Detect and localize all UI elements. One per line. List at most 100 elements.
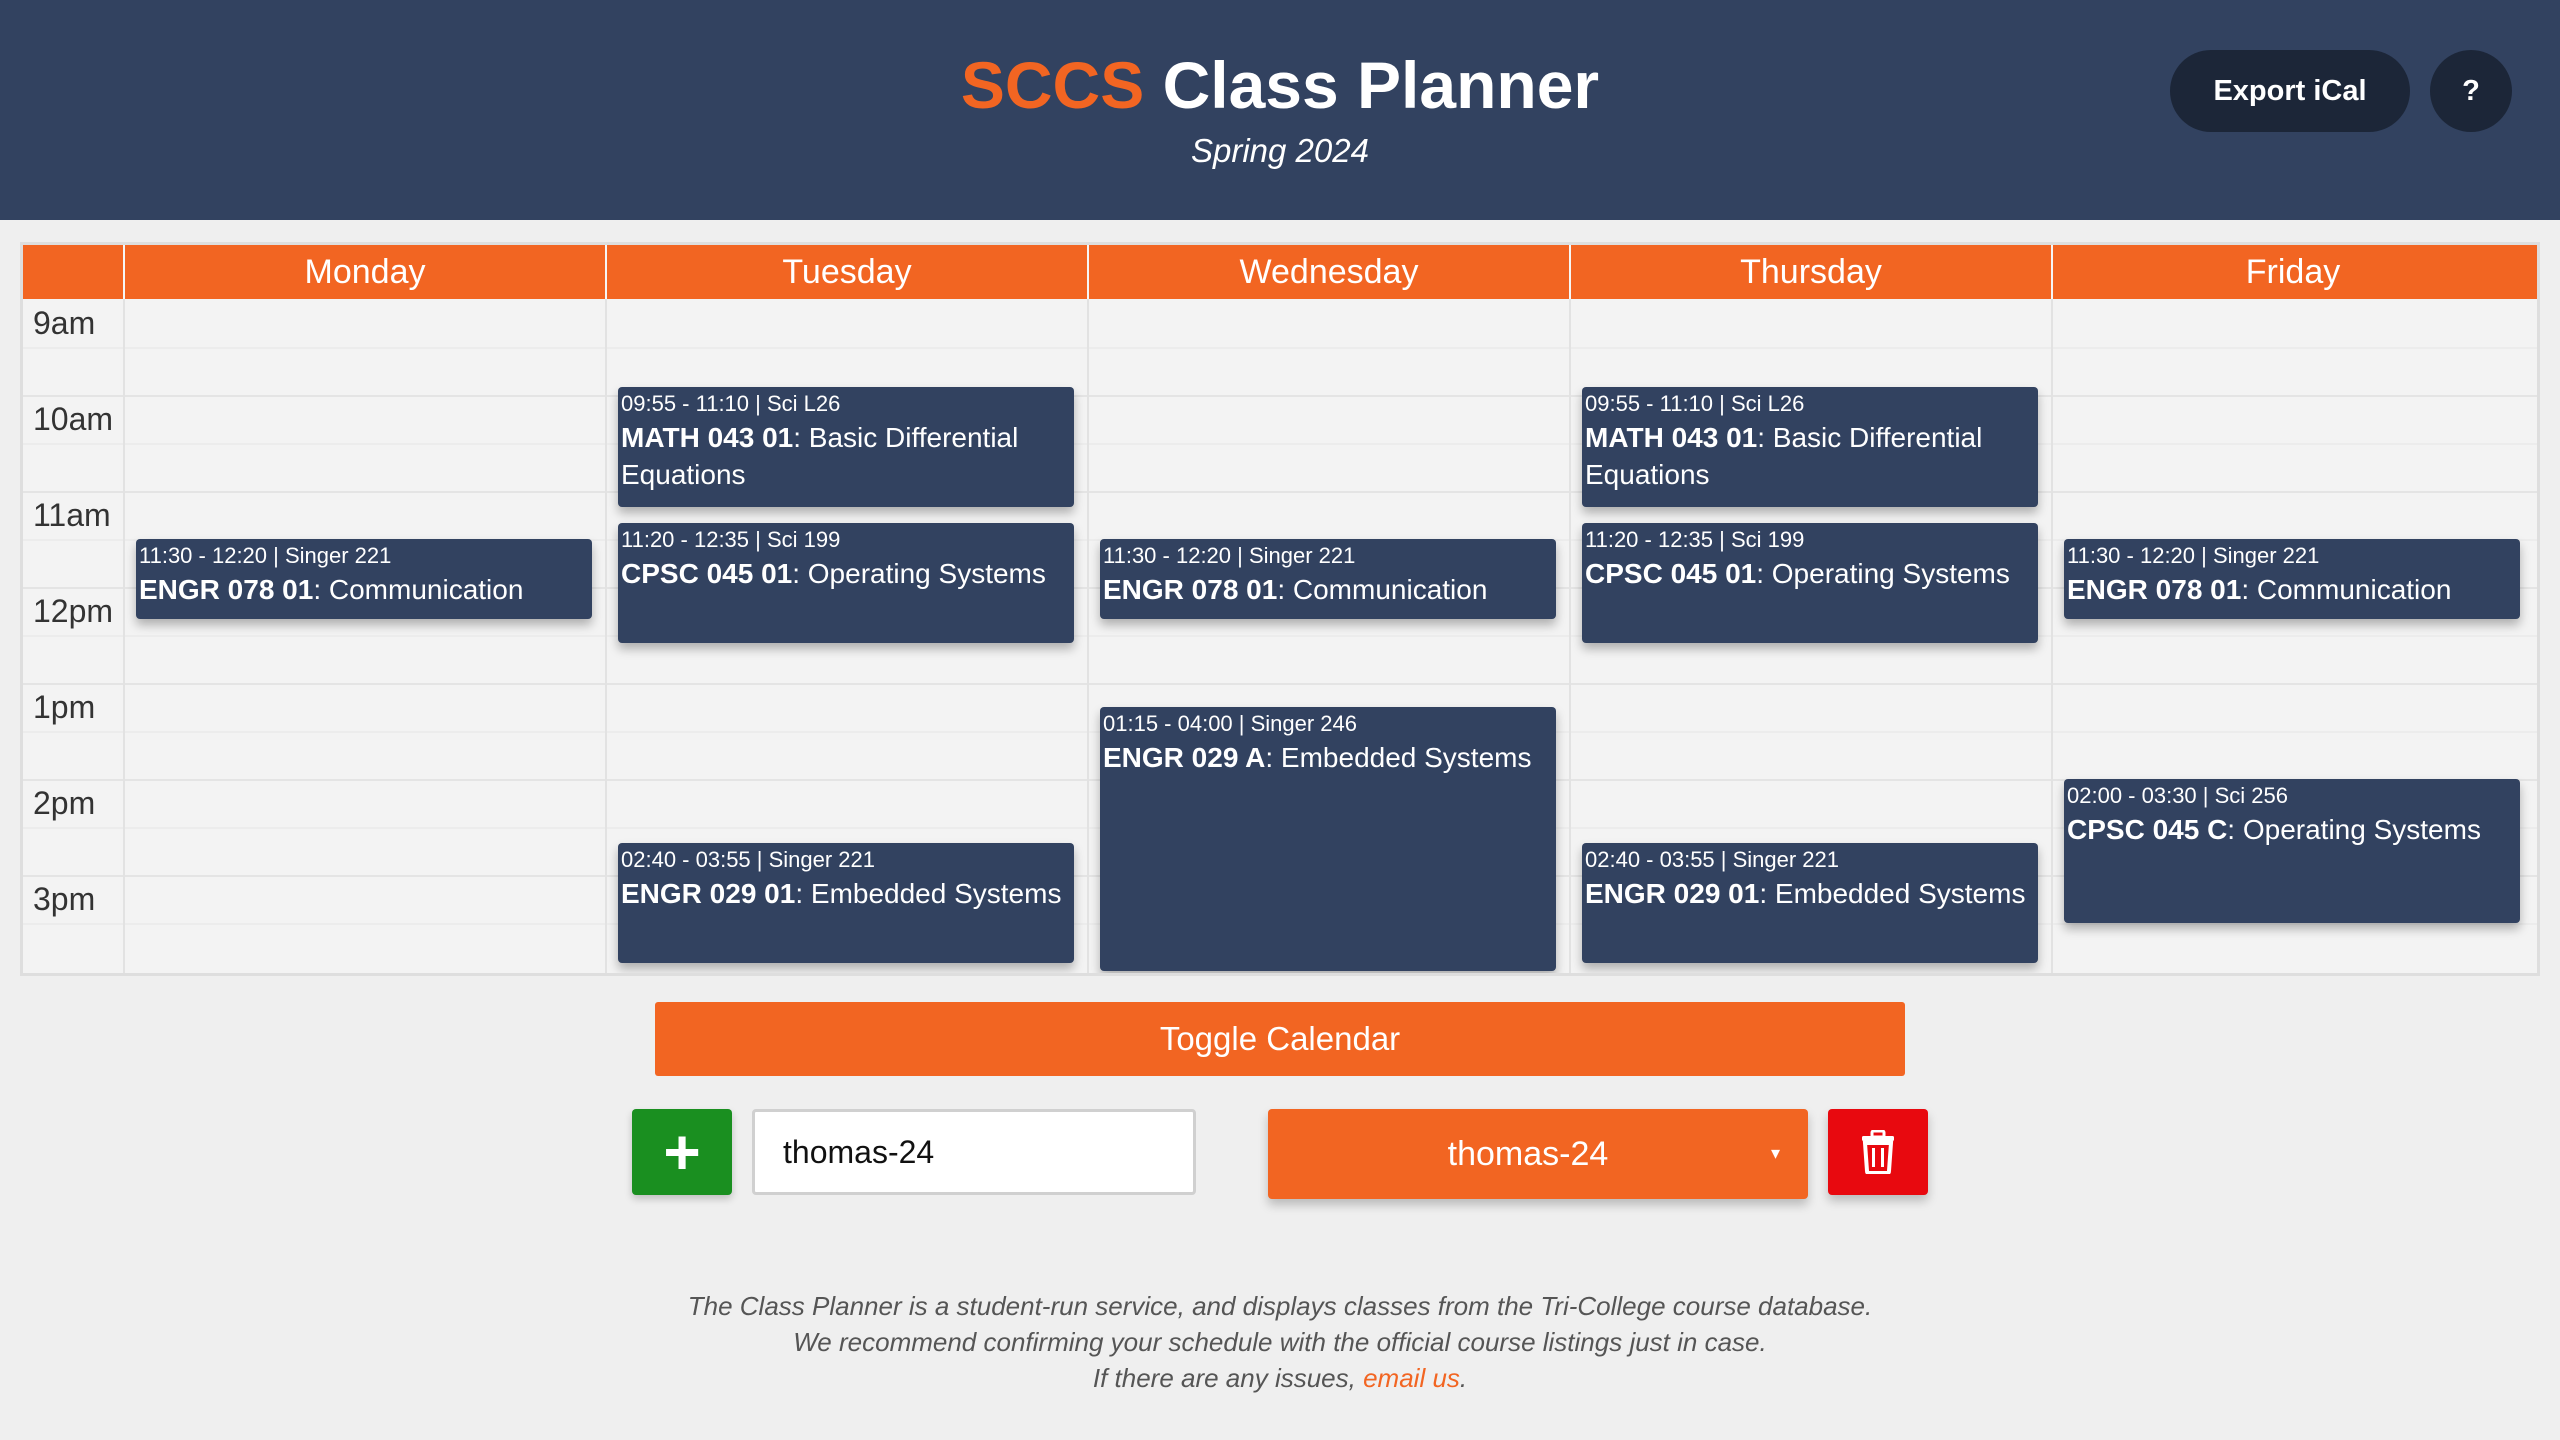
brand-name: SCCS xyxy=(960,48,1145,122)
event-course-name: : Embedded Systems xyxy=(795,878,1062,909)
event-course-name: : Operating Systems xyxy=(2227,814,2481,845)
event-time-location: 11:30 - 12:20 | Singer 221 xyxy=(1103,543,1356,568)
export-ical-button[interactable]: Export iCal xyxy=(2170,50,2410,132)
course-event[interactable]: 02:40 - 03:55 | Singer 221 ENGR 029 01: E… xyxy=(618,843,1074,963)
day-header-friday: Friday xyxy=(2051,245,2533,299)
event-title: ENGR 029 01: Embedded Systems xyxy=(621,875,1071,912)
event-course-code: CPSC 045 01 xyxy=(1585,558,1757,589)
event-course-name: : Communication xyxy=(1277,574,1488,605)
event-course-name: : Embedded Systems xyxy=(1759,878,2026,909)
trash-icon xyxy=(1862,1130,1894,1174)
event-course-code: ENGR 029 01 xyxy=(1585,878,1760,909)
app-header: SCCS Class Planner Spring 2024 Export iC… xyxy=(0,0,2560,220)
course-event[interactable]: 11:20 - 12:35 | Sci 199 CPSC 045 01: Oper… xyxy=(1582,523,2038,643)
time-label: 3pm xyxy=(33,881,96,917)
day-header-tuesday: Tuesday xyxy=(605,245,1087,299)
event-time-location: 11:30 - 12:20 | Singer 221 xyxy=(2067,543,2320,568)
event-course-code: ENGR 078 01 xyxy=(139,574,314,605)
event-course-name: : Operating Systems xyxy=(1756,558,2010,589)
event-title: MATH 043 01: Basic Differential Equation… xyxy=(1585,419,2035,493)
half-hour-gridline xyxy=(23,347,2537,349)
selected-schedule-label: thomas-24 xyxy=(1447,1134,1609,1173)
course-event[interactable]: 11:30 - 12:20 | Singer 221 ENGR 078 01: C… xyxy=(2064,539,2520,619)
event-time-location: 02:40 - 03:55 | Singer 221 xyxy=(621,847,876,872)
event-course-name: : Basic Differential Equations xyxy=(1585,422,1983,490)
course-event[interactable]: 02:00 - 03:30 | Sci 256 CPSC 045 C: Opera… xyxy=(2064,779,2520,923)
time-label: 10am xyxy=(33,401,114,437)
event-time-location: 11:30 - 12:20 | Singer 221 xyxy=(139,543,392,568)
event-course-name: : Embedded Systems xyxy=(1265,742,1532,773)
time-label: 12pm xyxy=(33,593,114,629)
day-column-divider xyxy=(1569,299,1571,973)
delete-schedule-button[interactable] xyxy=(1828,1109,1928,1195)
course-event[interactable]: 11:30 - 12:20 | Singer 221 ENGR 078 01: C… xyxy=(136,539,592,619)
hour-gridline xyxy=(23,491,2537,493)
app-title: Class Planner xyxy=(1162,48,1600,122)
toggle-calendar-button[interactable]: Toggle Calendar xyxy=(655,1002,1905,1076)
event-course-code: CPSC 045 01 xyxy=(621,558,793,589)
event-course-code: ENGR 078 01 xyxy=(1103,574,1278,605)
footer-line-3-prefix: If there are any issues, xyxy=(1092,1363,1364,1393)
course-event[interactable]: 02:40 - 03:55 | Singer 221 ENGR 029 01: E… xyxy=(1582,843,2038,963)
course-event[interactable]: 11:30 - 12:20 | Singer 221 ENGR 078 01: C… xyxy=(1100,539,1556,619)
email-us-link[interactable]: email us xyxy=(1363,1363,1460,1393)
help-button[interactable]: ? xyxy=(2430,50,2512,132)
event-course-code: ENGR 078 01 xyxy=(2067,574,2242,605)
page-title: SCCS Class Planner xyxy=(0,45,2560,125)
weekly-calendar: 9am 10am 11am 12pm 1pm 2pm 3pm Monday Tuesday Wed… xyxy=(20,242,2540,976)
day-column-divider xyxy=(1087,299,1089,973)
hour-gridline xyxy=(23,395,2537,397)
footer-line-3-suffix: . xyxy=(1459,1363,1468,1393)
footer-line-2: We recommend confirming your schedule wi… xyxy=(793,1327,1767,1357)
event-time-location: 02:00 - 03:30 | Sci 256 xyxy=(2067,783,2288,808)
event-course-name: : Communication xyxy=(2241,574,2452,605)
event-time-location: 01:15 - 04:00 | Singer 246 xyxy=(1103,711,1358,736)
time-label: 11am xyxy=(33,497,111,533)
event-title: CPSC 045 01: Operating Systems xyxy=(621,555,1071,592)
event-title: ENGR 078 01: Communication xyxy=(1103,571,1553,608)
time-label: 9am xyxy=(33,305,96,341)
time-label: 1pm xyxy=(33,689,96,725)
half-hour-gridline xyxy=(23,443,2537,445)
event-time-location: 02:40 - 03:55 | Singer 221 xyxy=(1585,847,1840,872)
event-course-code: CPSC 045 C xyxy=(2067,814,2228,845)
event-time-location: 11:20 - 12:35 | Sci 199 xyxy=(1585,527,1805,552)
event-course-name: : Operating Systems xyxy=(792,558,1046,589)
time-label: 2pm xyxy=(33,785,96,821)
event-course-code: MATH 043 01 xyxy=(1585,422,1758,453)
event-time-location: 09:55 - 11:10 | Sci L26 xyxy=(1585,391,1805,416)
event-title: CPSC 045 C: Operating Systems xyxy=(2067,811,2517,848)
semester-subtitle: Spring 2024 xyxy=(1191,132,1369,169)
event-course-name: : Basic Differential Equations xyxy=(621,422,1019,490)
day-header-thursday: Thursday xyxy=(1569,245,2051,299)
add-schedule-button[interactable]: + xyxy=(632,1109,732,1195)
course-event[interactable]: 09:55 - 11:10 | Sci L26 MATH 043 01: Basi… xyxy=(1582,387,2038,507)
event-title: MATH 043 01: Basic Differential Equation… xyxy=(621,419,1071,493)
course-event[interactable]: 01:15 - 04:00 | Singer 246 ENGR 029 A: Em… xyxy=(1100,707,1556,971)
hour-gridline xyxy=(23,683,2537,685)
event-course-code: ENGR 029 A xyxy=(1103,742,1266,773)
footer-line-3: If there are any issues, email us. xyxy=(0,1360,2560,1396)
event-course-code: MATH 043 01 xyxy=(621,422,794,453)
chevron-down-icon: ▾ xyxy=(1770,1143,1780,1163)
event-title: ENGR 078 01: Communication xyxy=(2067,571,2517,608)
event-title: CPSC 045 01: Operating Systems xyxy=(1585,555,2035,592)
event-title: ENGR 029 A: Embedded Systems xyxy=(1103,739,1553,776)
day-column-divider xyxy=(605,299,607,973)
course-event[interactable]: 11:20 - 12:35 | Sci 199 CPSC 045 01: Oper… xyxy=(618,523,1074,643)
footer-notice: The Class Planner is a student-run servi… xyxy=(0,1288,2560,1396)
course-event[interactable]: 09:55 - 11:10 | Sci L26 MATH 043 01: Basi… xyxy=(618,387,1074,507)
schedule-select[interactable]: thomas-24 ▾ xyxy=(1268,1109,1808,1199)
event-course-name: : Communication xyxy=(313,574,524,605)
day-header-wednesday: Wednesday xyxy=(1087,245,1569,299)
event-time-location: 11:20 - 12:35 | Sci 199 xyxy=(621,527,841,552)
event-title: ENGR 029 01: Embedded Systems xyxy=(1585,875,2035,912)
event-title: ENGR 078 01: Communication xyxy=(139,571,589,608)
event-time-location: 09:55 - 11:10 | Sci L26 xyxy=(621,391,841,416)
plus-icon: + xyxy=(663,1116,701,1188)
day-header-bar xyxy=(23,245,2537,299)
schedule-name-input[interactable] xyxy=(752,1109,1196,1195)
day-column-divider xyxy=(123,299,125,973)
half-hour-gridline xyxy=(23,635,2537,637)
day-header-monday: Monday xyxy=(123,245,605,299)
